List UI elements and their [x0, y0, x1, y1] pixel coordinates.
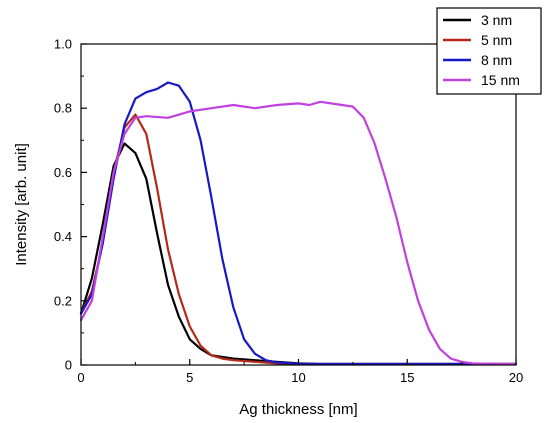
y-tick-label: 0.2 [54, 293, 72, 308]
y-tick-label: 0.4 [54, 229, 72, 244]
y-tick-label: 0.8 [54, 101, 72, 116]
y-tick-label: 1.0 [54, 37, 72, 52]
series-layer [79, 81, 518, 366]
x-axis-title: Ag thickness [nm] [239, 401, 357, 418]
x-tick-label: 0 [77, 370, 84, 385]
y-tick-label: 0 [65, 358, 72, 373]
legend-label-15-nm: 15 nm [481, 72, 520, 88]
legend: 3 nm 5 nm 8 nm 15 nm [436, 7, 542, 95]
x-tick-label: 20 [509, 370, 523, 385]
series-line-15-nm [79, 100, 518, 366]
axes-layer: 0 5 10 15 20 0 0.2 0.4 0.6 0.8 1.0 [54, 37, 523, 386]
x-tick-label: 15 [400, 370, 414, 385]
legend-label-3-nm: 3 nm [481, 12, 512, 28]
legend-label-5-nm: 5 nm [481, 32, 512, 48]
series-line-8-nm [79, 81, 518, 366]
x-tick-label: 5 [186, 370, 193, 385]
y-axis-title: Intensity [arb. unit] [13, 143, 30, 266]
x-tick-label: 10 [291, 370, 305, 385]
legend-label-8-nm: 8 nm [481, 52, 512, 68]
y-tick-label: 0.6 [54, 165, 72, 180]
